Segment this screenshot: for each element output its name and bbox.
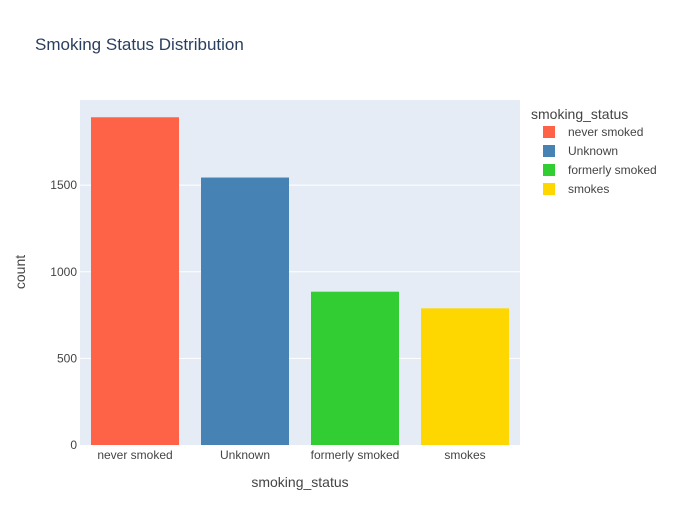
legend-label: Unknown — [568, 144, 618, 158]
x-tick-label: never smoked — [97, 448, 172, 462]
chart-title: Smoking Status Distribution — [35, 35, 244, 54]
legend-label: never smoked — [568, 125, 643, 139]
x-tick-labels: never smoked Unknown formerly smoked smokes — [97, 448, 485, 462]
bar[interactable] — [311, 291, 399, 445]
y-tick-labels: 0 500 1000 1500 — [50, 178, 77, 452]
bar[interactable] — [421, 308, 509, 445]
x-axis-title: smoking_status — [251, 474, 348, 490]
legend-item[interactable]: smokes — [543, 182, 609, 196]
bars — [91, 117, 509, 445]
x-tick-label: Unknown — [220, 448, 270, 462]
x-tick-label: smokes — [444, 448, 485, 462]
legend-item[interactable]: Unknown — [543, 144, 618, 158]
legend-swatch — [543, 126, 555, 138]
legend-swatch — [543, 145, 555, 157]
legend-swatch — [543, 164, 555, 176]
bar[interactable] — [91, 117, 179, 445]
legend-swatch — [543, 183, 555, 195]
legend-title: smoking_status — [531, 106, 628, 122]
legend-label: formerly smoked — [568, 163, 657, 177]
y-tick-label: 1000 — [50, 265, 77, 279]
y-tick-label: 0 — [70, 438, 77, 452]
y-tick-label: 1500 — [50, 178, 77, 192]
bar[interactable] — [201, 177, 289, 445]
legend: smoking_status never smoked Unknown former… — [531, 106, 657, 196]
legend-item[interactable]: formerly smoked — [543, 163, 657, 177]
legend-item[interactable]: never smoked — [543, 125, 643, 139]
y-axis-title: count — [12, 255, 28, 289]
x-tick-label: formerly smoked — [311, 448, 400, 462]
legend-label: smokes — [568, 182, 609, 196]
y-tick-label: 500 — [57, 351, 77, 365]
